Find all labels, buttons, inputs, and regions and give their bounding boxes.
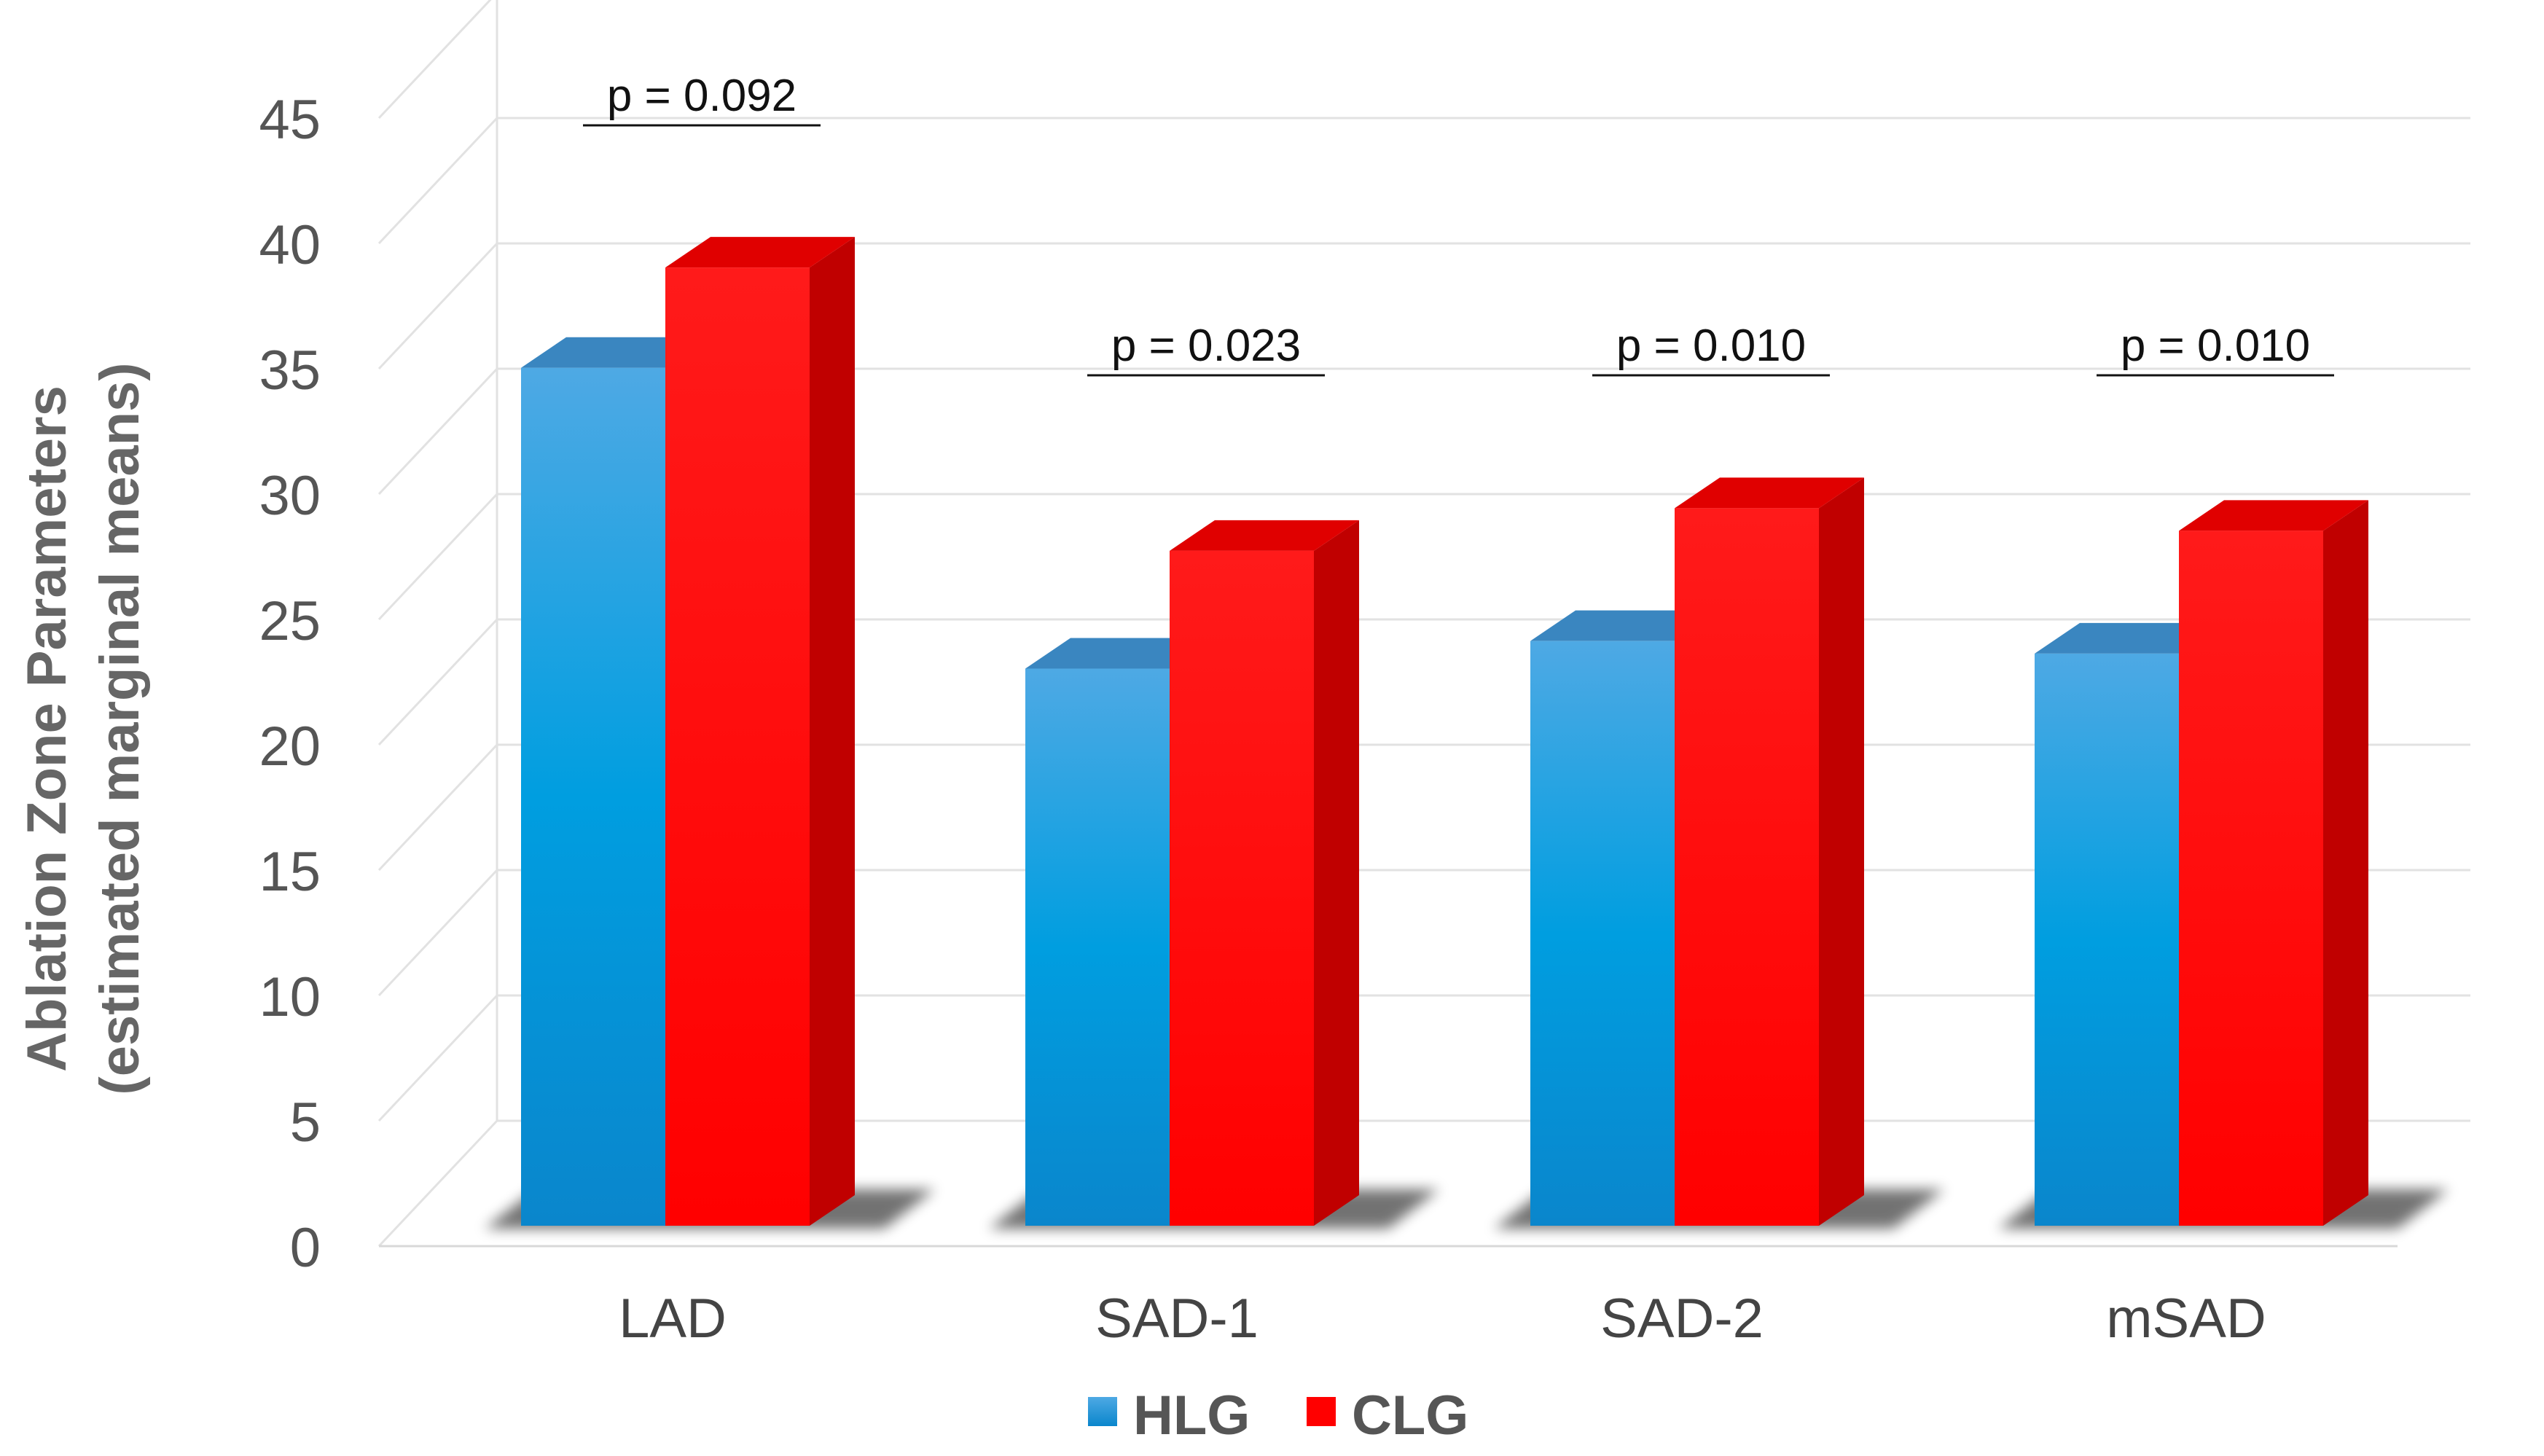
y-axis-title-line2: (estimated marginal means): [89, 362, 151, 1095]
bar-front: [1170, 550, 1314, 1226]
p-value-label: p = 0.010: [2121, 321, 2310, 371]
legend-label-hlg: HLG: [1133, 1385, 1250, 1447]
x-tick-label: SAD-1: [1095, 1288, 1259, 1350]
bar-front: [1025, 668, 1170, 1226]
p-value-annotation: p = 0.010: [1592, 321, 1830, 377]
bar-top: [2035, 622, 2224, 654]
p-value-label: p = 0.023: [1111, 321, 1301, 371]
bar-front: [2035, 653, 2179, 1226]
bar-top: [1675, 477, 1864, 509]
y-axis-title-line1: Ablation Zone Parameters: [16, 385, 78, 1072]
p-value-annotation: p = 0.092: [583, 71, 821, 127]
x-tick-label: LAD: [619, 1288, 727, 1350]
bar-top: [1170, 520, 1359, 551]
y-tick-label: 25: [259, 590, 321, 652]
bar-side: [2323, 500, 2368, 1226]
bars: [485, 237, 2449, 1229]
x-tick-label: SAD-2: [1600, 1288, 1764, 1350]
bar-front: [1675, 508, 1819, 1226]
bar-top: [665, 237, 855, 268]
legend: HLG CLG: [1088, 1385, 1468, 1447]
bar-top: [1025, 638, 1215, 669]
legend-label-clg: CLG: [1352, 1385, 1468, 1447]
bar-side: [810, 237, 855, 1226]
p-value-label: p = 0.010: [1616, 321, 1806, 371]
y-tick-label: 35: [259, 340, 321, 402]
legend-swatch-hlg: [1088, 1397, 1117, 1426]
bar-top: [2179, 500, 2368, 531]
y-tick-label: 45: [259, 89, 321, 151]
p-value-annotation: p = 0.010: [2097, 321, 2334, 377]
bar-clg-sad-2: [1675, 477, 1864, 1226]
bar-front: [665, 267, 810, 1226]
y-tick-label: 0: [290, 1217, 321, 1279]
bar-clg-lad: [665, 237, 855, 1226]
grid-layer: [377, 0, 2470, 1248]
bar-side: [1819, 477, 1864, 1226]
legend-swatch-clg: [1307, 1397, 1336, 1426]
bar-side: [1314, 520, 1359, 1226]
p-value-annotation: p = 0.023: [1087, 321, 1325, 377]
y-tick-label: 20: [259, 716, 321, 778]
p-value-label: p = 0.092: [607, 71, 797, 121]
gridline: [377, 0, 492, 120]
y-tick-label: 5: [290, 1092, 321, 1154]
bar-front: [521, 367, 665, 1226]
gridline: [377, 117, 2470, 245]
bar-front: [1530, 641, 1675, 1226]
bar-top: [521, 337, 711, 368]
x-axis: LAD SAD-1 SAD-2 mSAD: [619, 1288, 2266, 1350]
x-tick-label: mSAD: [2106, 1288, 2266, 1350]
y-tick-label: 10: [259, 966, 321, 1028]
y-tick-label: 30: [259, 465, 321, 527]
bar-top: [1530, 610, 1720, 641]
annotations: p = 0.092 p = 0.023 p = 0.010 p = 0.010: [583, 71, 2334, 377]
y-tick-label: 15: [259, 841, 321, 903]
bar-clg-msad: [2179, 500, 2368, 1226]
bar-clg-sad-1: [1170, 520, 1359, 1226]
bar-front: [2179, 531, 2323, 1226]
y-axis: 0 5 10 15 20 25 30 35 40 45: [259, 89, 321, 1279]
y-tick-label: 40: [259, 214, 321, 276]
